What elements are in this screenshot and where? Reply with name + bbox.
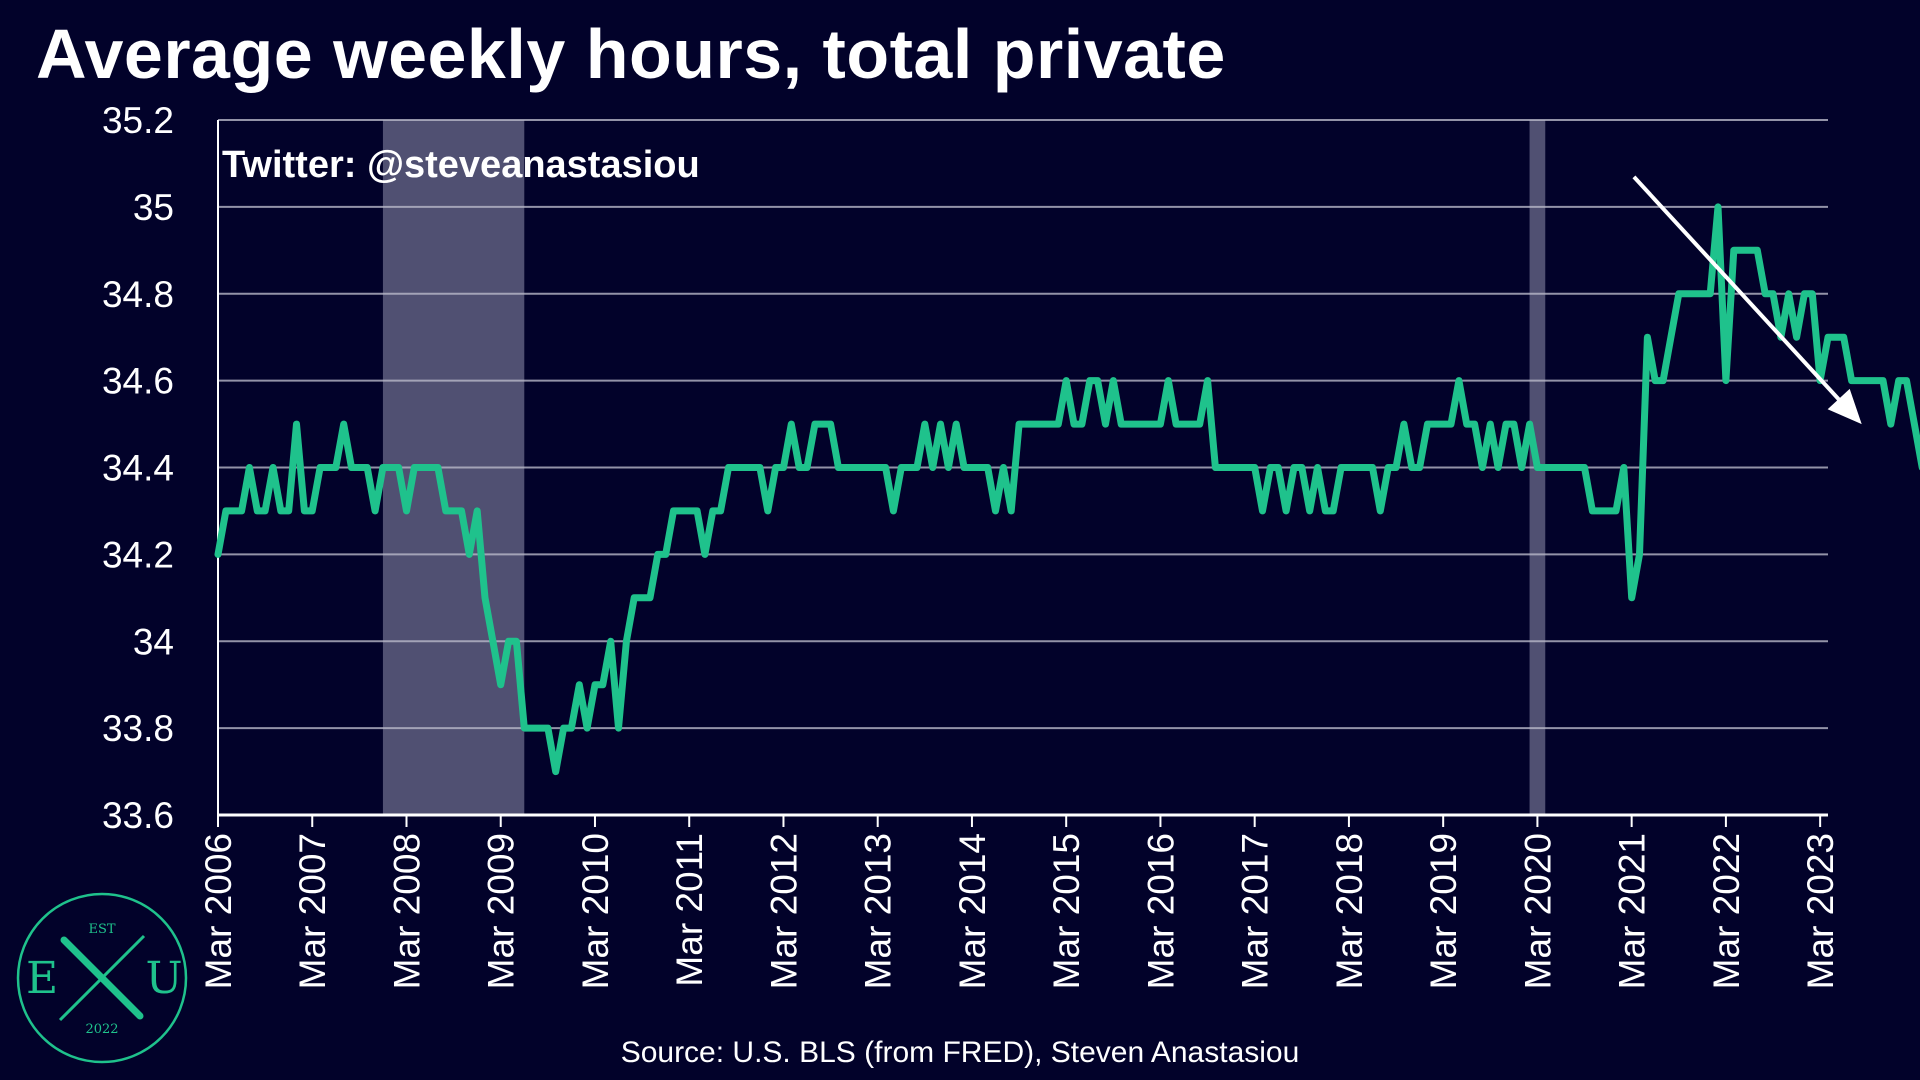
logo-est-text: EST	[88, 922, 115, 937]
logo-year-text: 2022	[85, 1022, 118, 1037]
x-tick-label: Mar 2017	[1235, 833, 1276, 989]
x-tick-label: Mar 2010	[575, 833, 616, 989]
twitter-watermark: Twitter: @steveanastasiou	[222, 144, 700, 186]
y-tick-label: 34	[133, 621, 174, 662]
x-tick-labels: Mar 2006 Mar 2007 Mar 2008 Mar 2009 Mar 2010…	[198, 833, 1841, 989]
y-tick-labels: 35.2 35 34.8 34.6 34.4 34.2 34 33.8 33.6	[102, 100, 174, 836]
x-tick-label: Mar 2022	[1706, 833, 1747, 989]
x-tick-label: Mar 2011	[669, 833, 710, 987]
x-tick-label: Mar 2014	[952, 833, 993, 989]
x-tick-label: Mar 2021	[1612, 833, 1653, 989]
x-tick-label: Mar 2015	[1046, 833, 1087, 989]
series-line-1	[214, 203, 1920, 776]
y-tick-label: 34.4	[102, 448, 174, 489]
x-tick-label: Mar 2009	[481, 833, 522, 989]
y-tick-label: 35.2	[102, 100, 174, 141]
chart-title: Average weekly hours, total private	[36, 15, 1226, 93]
y-tick-label: 34.6	[102, 361, 174, 402]
x-tick-label: Mar 2023	[1800, 833, 1841, 989]
logo-ring	[16, 892, 188, 1064]
axes	[217, 120, 1828, 827]
logo-letter-e: E	[26, 953, 58, 1004]
exu-logo: EST E U 2022	[16, 892, 188, 1064]
x-tick-label: Mar 2007	[292, 833, 333, 989]
y-tick-label: 35	[133, 187, 174, 228]
series-layer	[214, 203, 1920, 776]
x-tick-label: Mar 2012	[763, 833, 804, 989]
x-tick-label: Mar 2006	[198, 833, 239, 989]
logo-x-stroke	[60, 936, 144, 1020]
y-tick-label: 33.8	[102, 708, 174, 749]
logo-letter-u: U	[145, 953, 182, 1004]
trend-arrow-head	[1827, 388, 1862, 425]
y-tick-label: 34.8	[102, 274, 174, 315]
y-tick-label: 34.2	[102, 534, 174, 575]
x-tick-label: Mar 2018	[1329, 833, 1370, 989]
trend-arrow-group	[1632, 175, 1862, 425]
y-tick-label: 33.6	[102, 795, 174, 836]
x-tick-label: Mar 2019	[1423, 833, 1464, 989]
trend-arrow-shaft	[1632, 175, 1850, 411]
x-tick-label: Mar 2016	[1140, 833, 1181, 989]
x-tick-label: Mar 2013	[858, 833, 899, 989]
x-tick-label: Mar 2020	[1517, 833, 1558, 989]
x-tick-label: Mar 2008	[386, 833, 427, 989]
source-note: Source: U.S. BLS (from FRED), Steven Ana…	[620, 1036, 1300, 1069]
